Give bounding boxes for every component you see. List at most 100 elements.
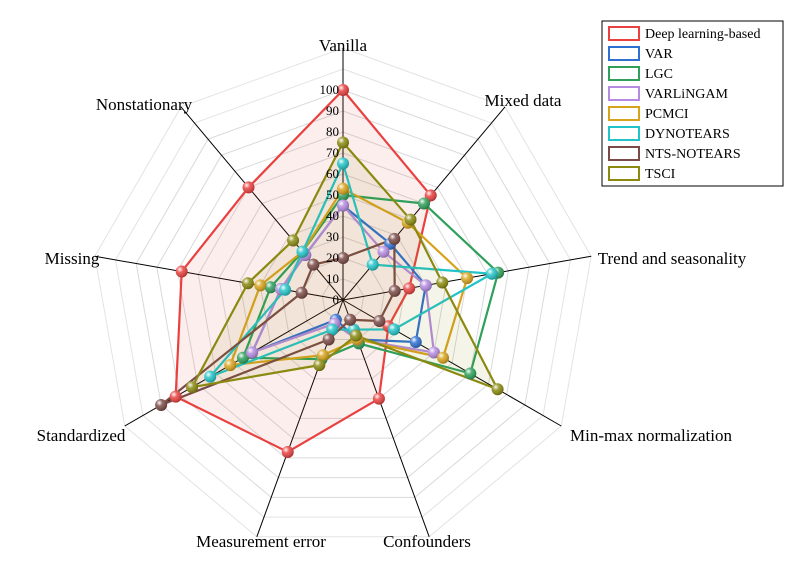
data-point-shine-5-3: [461, 272, 474, 285]
data-point-shine-1-8: [175, 265, 188, 278]
legend-swatch-7: [608, 146, 640, 161]
axis-label-9: Nonstationary: [96, 95, 193, 114]
grid-ring-20: [301, 257, 385, 340]
data-point-shine-8-3: [436, 276, 449, 289]
data-point-shine-5-6: [316, 349, 329, 362]
grid-ring-100: [135, 89, 551, 498]
series-line-3: [241, 193, 500, 375]
grid-ring-outer-2: [94, 47, 592, 538]
data-point-shine-7-8: [295, 286, 308, 299]
data-point-shine-6-9: [296, 245, 309, 258]
legend-label-5: PCMCI: [645, 107, 689, 122]
legend-swatch-8: [608, 166, 640, 181]
tick-label-90: 90: [326, 103, 339, 118]
grid-ring-40: [259, 215, 427, 380]
tick-label-100: 100: [320, 82, 340, 97]
axis-label-7: Standardized: [37, 426, 126, 445]
axis-label-1: Vanilla: [319, 36, 368, 55]
data-point-shine-3-8: [264, 281, 277, 294]
data-point-shine-1-5: [372, 392, 385, 405]
data-point-shine-7-4: [373, 315, 386, 327]
data-point-shine-5-8: [254, 279, 267, 292]
data-point-shine-5-1: [337, 182, 349, 195]
data-point-shine-6-7: [204, 370, 217, 383]
legend-label-4: VARLiNGAM: [645, 87, 729, 102]
data-point-shine-4-4: [427, 346, 440, 359]
legend-label-3: LGC: [645, 67, 673, 82]
data-point-shine-6-3: [485, 267, 498, 280]
grid-ring-outer-1: [114, 68, 572, 518]
data-point-shine-8-7: [186, 381, 199, 394]
data-point-shine-4-1: [337, 199, 349, 212]
grid-ring-90: [156, 110, 530, 479]
data-point-shine-5-4: [437, 351, 450, 364]
data-point-shine-2-4: [409, 336, 422, 348]
data-point-shine-7-3: [388, 284, 401, 297]
axis-label-5: Confounders: [383, 532, 471, 551]
radar-series: [155, 84, 505, 458]
data-point-shine-1-6: [281, 445, 294, 458]
data-point-shine-1-7: [169, 390, 182, 403]
axis-labels: Vanilla Mixed data Trend and seasonality Mi…: [37, 36, 747, 551]
data-point-shine-4-7: [246, 346, 259, 359]
tick-label-50: 50: [326, 187, 339, 202]
data-point-shine-8-8: [241, 277, 254, 290]
data-point-shine-8-5: [349, 329, 362, 342]
grid-ring-80: [177, 131, 509, 459]
legend-swatch-5: [608, 106, 640, 121]
legend: Deep learning-based VAR LGC VARLiNGAM PCMCI D…: [601, 20, 784, 187]
axis-label-2: Mixed data: [485, 91, 562, 110]
data-point-shine-1-3: [403, 282, 416, 295]
data-point-shine-6-1: [337, 157, 349, 170]
legend-label-7: NTS-NOTEARS: [645, 147, 741, 162]
data-point-shine-3-2: [417, 197, 430, 210]
series-line-8: [190, 141, 499, 391]
legend-swatch-4: [608, 86, 640, 101]
data-point-shine-8-4: [491, 383, 504, 396]
tick-label-80: 80: [326, 124, 339, 139]
data-point-shine-7-7: [155, 399, 168, 411]
tick-label-40: 40: [326, 208, 339, 223]
data-point-shine-1-9: [242, 181, 255, 194]
data-point-shine-3-4: [464, 367, 477, 380]
data-point-shine-1-2: [424, 189, 437, 202]
data-point-shine-7-1: [337, 252, 349, 264]
legend-label-6: DYNOTEARS: [645, 127, 730, 142]
data-point-shine-7-2: [388, 232, 401, 245]
legend-label-8: TSCI: [645, 167, 676, 182]
data-point-shine-7-5: [344, 313, 357, 326]
legend-label-2: VAR: [645, 47, 673, 62]
tick-label-60: 60: [326, 166, 339, 181]
data-point-shine-1-1: [337, 84, 349, 96]
tick-label-20: 20: [326, 250, 339, 265]
data-point-shine-6-2: [366, 258, 379, 271]
series-line-6: [209, 162, 494, 378]
grid-ring-10: [321, 278, 365, 321]
legend-swatch-2: [608, 46, 640, 61]
data-point-shine-7-6: [322, 333, 335, 346]
data-point-shine-6-4: [387, 323, 400, 336]
data-point-shine-7-9: [307, 258, 320, 271]
data-point-shine-8-6: [313, 359, 326, 372]
legend-label-1: Deep learning-based: [645, 27, 760, 42]
axis-label-8: Missing: [45, 249, 100, 268]
data-point-shine-3-7: [236, 351, 249, 364]
data-point-shine-8-1: [337, 136, 349, 149]
grid-ring-50: [239, 194, 447, 400]
radial-ticks: 0 10 20 30 40 50 60 70 80 90 100: [320, 82, 340, 307]
series-line-7: [160, 237, 396, 407]
data-point-shine-6-8: [279, 283, 292, 296]
tick-label-70: 70: [326, 145, 339, 160]
data-point-shine-4-2: [377, 245, 390, 258]
tick-label-0: 0: [333, 292, 340, 307]
data-point-shine-8-9: [287, 234, 300, 247]
data-point-shine-8-2: [404, 213, 417, 226]
axis-label-4: Min-max normalization: [570, 426, 732, 445]
legend-swatch-1: [608, 26, 640, 41]
legend-swatch-3: [608, 66, 640, 81]
tick-label-30: 30: [326, 229, 339, 244]
tick-label-10: 10: [326, 271, 339, 286]
axis-label-6: Measurement error: [196, 532, 326, 551]
grid-ring-70: [197, 152, 489, 439]
